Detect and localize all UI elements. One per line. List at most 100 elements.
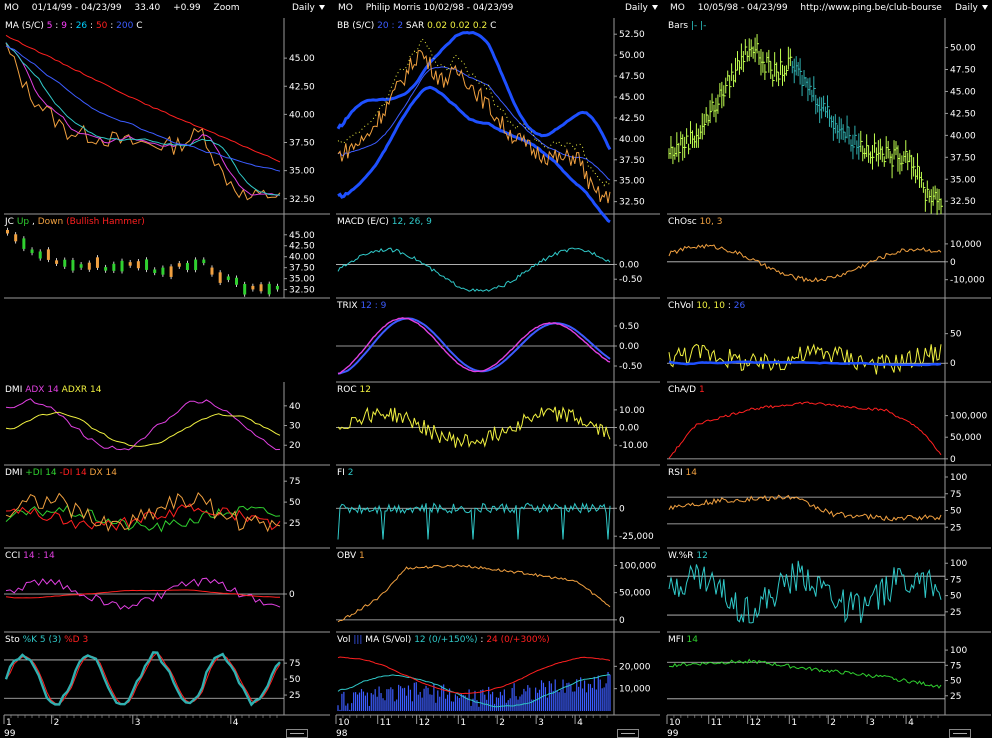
candle-body	[14, 234, 18, 242]
legend-entry: 0.02	[424, 21, 447, 31]
candle-body	[6, 229, 9, 234]
period-selector-left[interactable]: Daily	[292, 0, 325, 16]
y-tick-label: 52.50	[619, 30, 645, 40]
panel-legend: ChA/D 1	[668, 385, 705, 395]
candle-body	[87, 262, 91, 270]
scroll-button-middle[interactable]	[617, 729, 639, 738]
y-tick-label: -25,000	[619, 532, 654, 542]
legend-entry: DMI	[5, 468, 22, 478]
legend-entry: 12 (0/+150%)	[411, 635, 477, 645]
legend-entry: CCI	[5, 551, 20, 561]
y-tick-label: 100	[950, 646, 967, 656]
legend-entry: 26	[73, 21, 88, 31]
candle-body	[55, 260, 59, 264]
panel-legend: Vol ||| MA (S/Vol) 12 (0/+150%) : 24 (0/…	[337, 635, 550, 645]
y-tick-label: 100,000	[950, 412, 987, 422]
y-tick-label: 47.50	[619, 72, 645, 82]
bb-upper-band	[336, 30, 612, 151]
period-selector-middle[interactable]: Daily	[625, 0, 658, 16]
candle-body	[210, 267, 214, 275]
legend-entry: Sto	[5, 635, 20, 645]
header-right-url[interactable]: http://www.ping.be/club-bourse	[800, 3, 942, 13]
y-tick-label: 37.50	[289, 139, 315, 149]
y-tick-label: 37.50	[950, 153, 976, 163]
panel-legend: BB (S/C) 20 : 2 SAR 0.02 0.02 0.2 C	[337, 21, 496, 31]
panel-legend: FI 2	[337, 468, 353, 478]
y-tick-label: 0	[289, 590, 295, 600]
header-right-dates: 10/05/98 - 04/23/99	[697, 3, 788, 13]
y-tick-label: 100	[950, 559, 967, 569]
legend-entry: 9	[58, 21, 67, 31]
x-axis-1: 1 2 3 4 99	[3, 714, 284, 738]
panel-bars: 50.00 47.50 45.00 42.50 40.00 37.50 35.00 32.50…	[667, 18, 991, 215]
legend-entry: 20 : 2	[374, 21, 403, 31]
panel-legend: TRIX 12 : 9	[336, 301, 387, 311]
legend-entry: %D 3	[61, 635, 88, 645]
candle-body	[226, 276, 230, 280]
bb-lower-band	[337, 85, 611, 224]
chvol-line	[668, 343, 942, 375]
y-tick-label: 40.00	[289, 253, 315, 263]
x-tick-label: 1	[791, 718, 797, 728]
adxr-line	[5, 411, 281, 447]
x-tick-label: 2	[499, 718, 505, 728]
candle-body	[169, 266, 173, 277]
y-tick-label: 50,000	[950, 433, 982, 443]
dx-line	[5, 491, 281, 533]
panel-bb: 52.50 50.00 47.50 45.00 42.50 40.00 37.50 35.00…	[336, 18, 660, 224]
panel-dmi2: 75 50 25 DMI +DI 14 -DI 14 DX 14	[4, 465, 330, 549]
legend-entry: 0.02	[447, 21, 470, 31]
y-tick-label: 32.50	[289, 195, 315, 205]
scroll-button-right[interactable]	[949, 729, 971, 738]
candle-body	[112, 263, 116, 271]
legend-entry: ChOsc	[668, 217, 697, 227]
y-tick-label: 0.00	[619, 342, 639, 352]
candle-body	[79, 264, 83, 268]
panel-sto: 75 50 25 Sto %K 5 (3) %D 3	[4, 632, 330, 716]
y-tick-label: 10,000	[619, 685, 651, 695]
y-tick-label: 45.00	[619, 93, 645, 103]
y-tick-label: -10,000	[950, 276, 985, 286]
header-left: MO 01/14/99 - 04/23/99 33.40 +0.99 Zoom	[4, 0, 249, 16]
y-tick-label: 40.00	[619, 135, 645, 145]
x-tick-label: 3	[869, 718, 875, 728]
legend-entry: DX 14	[87, 468, 118, 478]
legend-entry: ChA/D	[668, 385, 696, 395]
x-tick-label: 2	[830, 718, 836, 728]
scroll-button-left[interactable]	[286, 729, 308, 738]
candle-body	[259, 284, 263, 292]
legend-entry: TRIX	[336, 301, 358, 311]
legend-entry: 24 (0/+300%)	[483, 635, 549, 645]
legend-entry: 1	[356, 551, 365, 561]
legend-entry: ADXR 14	[59, 385, 102, 395]
y-tick-label: 50	[289, 675, 301, 685]
legend-entry: :	[87, 21, 93, 31]
x-tick-label: 3	[538, 718, 544, 728]
y-tick-label: 25	[289, 691, 300, 701]
legend-entry: SAR	[403, 21, 424, 31]
candle-body	[185, 262, 189, 270]
y-tick-label: 0	[950, 455, 956, 465]
legend-entry: 14 : 14	[20, 551, 55, 561]
y-tick-label: 47.50	[950, 66, 976, 76]
x-tick-label: 3	[135, 718, 141, 728]
legend-entry: 26	[731, 301, 746, 311]
x-tick-label: 11	[711, 718, 722, 728]
trix-signal-line	[337, 317, 611, 375]
chosc-line	[668, 243, 942, 283]
y-tick-label: 40.00	[950, 131, 976, 141]
legend-entry: |- |-	[688, 21, 706, 31]
legend-entry: :	[67, 21, 73, 31]
zoom-button[interactable]: Zoom	[213, 3, 240, 13]
y-tick-label: 45.00	[289, 54, 315, 64]
legend-entry: RSI	[668, 468, 683, 478]
legend-entry: |||	[350, 635, 362, 645]
period-selector-right[interactable]: Daily	[955, 0, 988, 16]
legend-entry: 2	[345, 468, 354, 478]
panel-mfi: 100 75 50 25 MFI 14	[667, 632, 991, 716]
panel-roc: 10.00 0.00 -10.00 ROC 12	[336, 382, 660, 466]
y-tick-label: 50	[950, 592, 962, 602]
panel-legend: ROC 12	[337, 385, 371, 395]
adx-line	[5, 398, 281, 451]
